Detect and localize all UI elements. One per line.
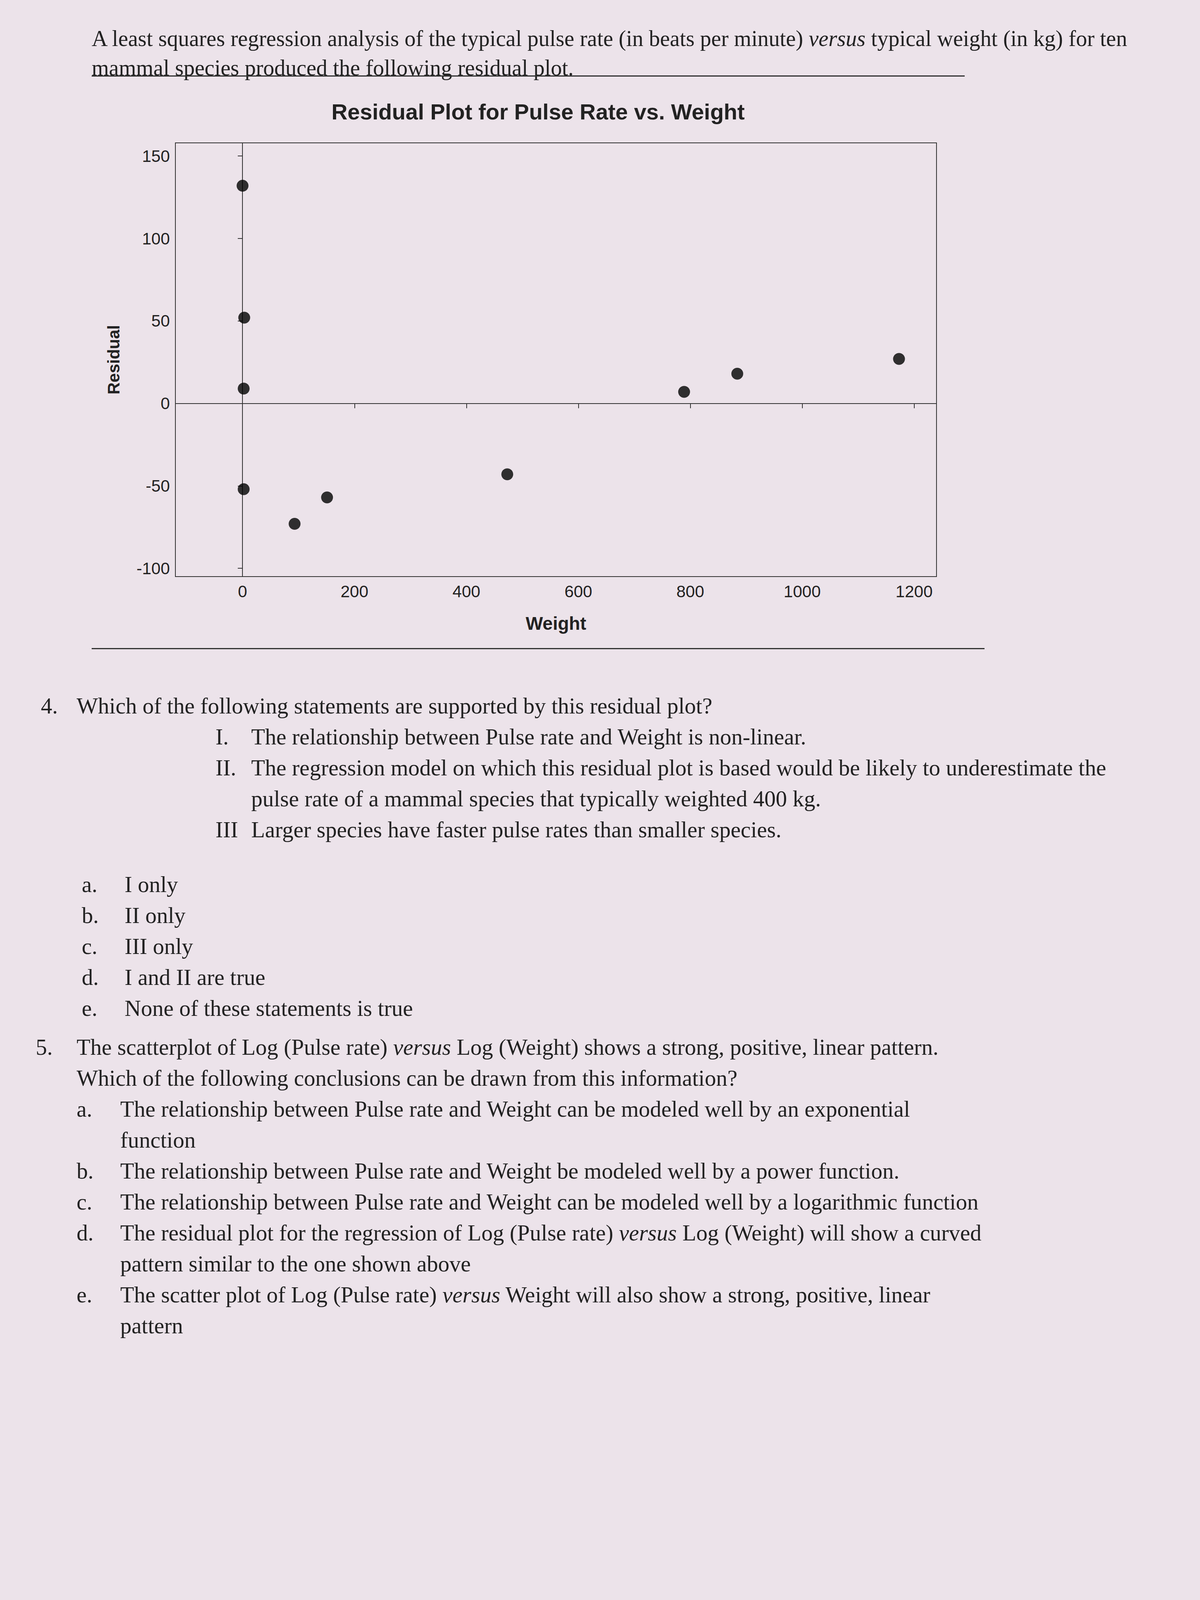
html-text:e.: e. <box>81 995 98 1021</box>
html-text:4.: 4. <box>40 693 58 719</box>
html-text:The scatterplot of Log (Pulse: The scatterplot of Log (Pulse rate) vers… <box>76 1034 939 1091</box>
html-text:I.: I. <box>215 724 229 750</box>
html-text:II.: II. <box>215 755 237 781</box>
html-text:5.: 5. <box>35 1034 53 1060</box>
html-text:Which of the following stateme: Which of the following statements are su… <box>76 693 713 719</box>
svg-text:Weight: Weight <box>525 613 587 634</box>
svg-text:150: 150 <box>142 146 170 166</box>
svg-text:1000: 1000 <box>783 582 821 601</box>
html-text:d.: d. <box>76 1220 94 1246</box>
svg-text:800: 800 <box>676 582 704 601</box>
html-text:A least squares regression ana: A least squares regression analysis of t… <box>91 26 1128 81</box>
svg-text:-100: -100 <box>136 559 170 578</box>
html-text:a.: a. <box>76 1096 93 1122</box>
svg-text:1200: 1200 <box>895 582 933 601</box>
html-text:II only: II only <box>124 902 186 928</box>
html-text:The relationship between Pulse: The relationship between Pulse rate and … <box>120 1189 979 1215</box>
html-text:I and II are true: I and II are true <box>124 964 266 990</box>
html-text:None of these statements is tr: None of these statements is true <box>124 995 413 1021</box>
html-text:I only: I only <box>124 871 179 897</box>
html-text:b.: b. <box>81 902 99 928</box>
html-text:The relationship between Pulse: The relationship between Pulse rate and … <box>120 1096 911 1153</box>
html-text:Larger species have faster pul: Larger species have faster pulse rates t… <box>251 817 782 843</box>
html-text:c.: c. <box>76 1189 93 1215</box>
svg-text:-50: -50 <box>145 476 170 496</box>
html-text:The residual plot for the regr: The residual plot for the regression of … <box>120 1220 982 1277</box>
html-text:b.: b. <box>76 1158 94 1184</box>
html-text:The scatter plot of Log (Pulse: The scatter plot of Log (Pulse rate) ver… <box>120 1282 931 1339</box>
svg-text:Residual Plot for Pulse Rate v: Residual Plot for Pulse Rate vs. Weight <box>331 99 745 125</box>
svg-text:Residual: Residual <box>104 325 124 395</box>
svg-text:0: 0 <box>160 394 170 413</box>
html-text:The regression model on which: The regression model on which this resid… <box>251 755 1107 812</box>
svg-text:200: 200 <box>340 582 369 601</box>
html-text:The relationship between Pulse: The relationship between Pulse rate and … <box>251 724 807 750</box>
html-text:a.: a. <box>81 871 98 897</box>
svg-text:400: 400 <box>452 582 481 601</box>
html-text:III only: III only <box>124 933 194 959</box>
html-text:e.: e. <box>76 1282 93 1308</box>
html-text:The relationship between Pulse: The relationship between Pulse rate and … <box>120 1158 900 1184</box>
html-text:d.: d. <box>81 964 99 990</box>
svg-text:600: 600 <box>564 582 593 601</box>
svg-text:100: 100 <box>142 229 170 249</box>
html-text:c.: c. <box>81 933 98 959</box>
svg-text:0: 0 <box>238 582 248 601</box>
svg-text:50: 50 <box>151 311 170 331</box>
html-text:III: III <box>215 817 239 843</box>
